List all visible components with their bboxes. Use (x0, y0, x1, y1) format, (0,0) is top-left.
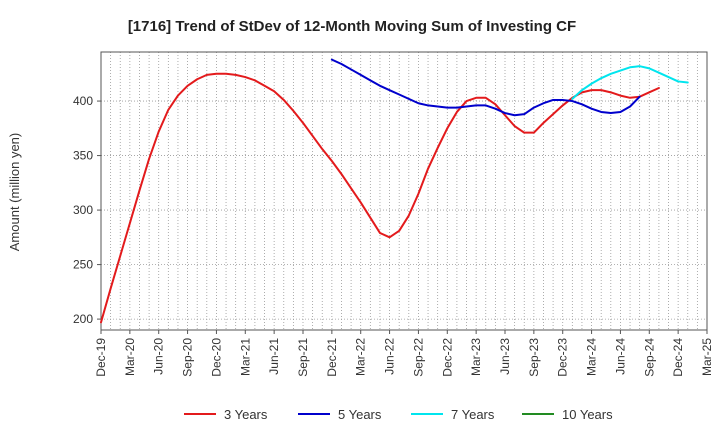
y-axis-ticks: 200 250 300 350 400 (73, 94, 101, 326)
x-tick-label: Dec-23 (556, 338, 570, 377)
x-tick-label: Jun-23 (498, 338, 512, 375)
x-tick-label: Dec-20 (209, 338, 223, 377)
x-tick-label: Mar-23 (469, 338, 483, 376)
legend-label-5-years: 5 Years (338, 407, 382, 422)
y-axis-label: Amount (million yen) (7, 133, 22, 252)
x-tick-label: Jun-20 (152, 338, 166, 375)
x-tick-label: Sep-23 (527, 338, 541, 377)
x-tick-label: Jun-21 (267, 338, 281, 375)
x-tick-label: Dec-19 (94, 338, 108, 377)
series-line-5-years (330, 58, 641, 117)
legend-label-10-years: 10 Years (562, 407, 613, 422)
x-tick-label: Mar-24 (585, 338, 599, 376)
x-tick-label: Mar-22 (354, 338, 368, 376)
x-tick-label: Dec-21 (325, 338, 339, 377)
y-tick-label: 200 (73, 312, 93, 326)
y-tick-label: 300 (73, 203, 93, 217)
plot-area-frame (100, 51, 708, 331)
y-tick-label: 400 (73, 94, 93, 108)
series-layer (100, 58, 689, 324)
x-tick-label: Mar-21 (238, 338, 252, 376)
x-tick-label: Sep-24 (642, 338, 656, 377)
series-line-7-years (571, 65, 689, 100)
x-axis-ticks: Dec-19 Mar-20 Jun-20 Sep-20 Dec-20 Mar-21 Jun-… (94, 330, 714, 377)
x-tick-label: Mar-25 (700, 338, 714, 376)
series-line-3-years (100, 72, 660, 324)
x-tick-label: Dec-24 (671, 338, 685, 377)
x-tick-label: Sep-20 (181, 338, 195, 377)
legend-label-7-years: 7 Years (451, 407, 495, 422)
x-tick-label: Mar-20 (123, 338, 137, 376)
x-tick-label: Jun-24 (613, 338, 627, 375)
y-tick-label: 250 (73, 258, 93, 272)
x-tick-label: Sep-22 (411, 338, 425, 377)
grid (101, 52, 707, 330)
legend-label-3-years: 3 Years (224, 407, 268, 422)
x-tick-label: Sep-21 (296, 338, 310, 377)
y-tick-label: 350 (73, 149, 93, 163)
x-tick-label: Jun-22 (383, 338, 397, 375)
chart-title: [1716] Trend of StDev of 12-Month Moving… (128, 18, 576, 35)
legend: 3 Years 5 Years 7 Years 10 Years (184, 407, 613, 422)
x-tick-label: Dec-22 (440, 338, 454, 377)
